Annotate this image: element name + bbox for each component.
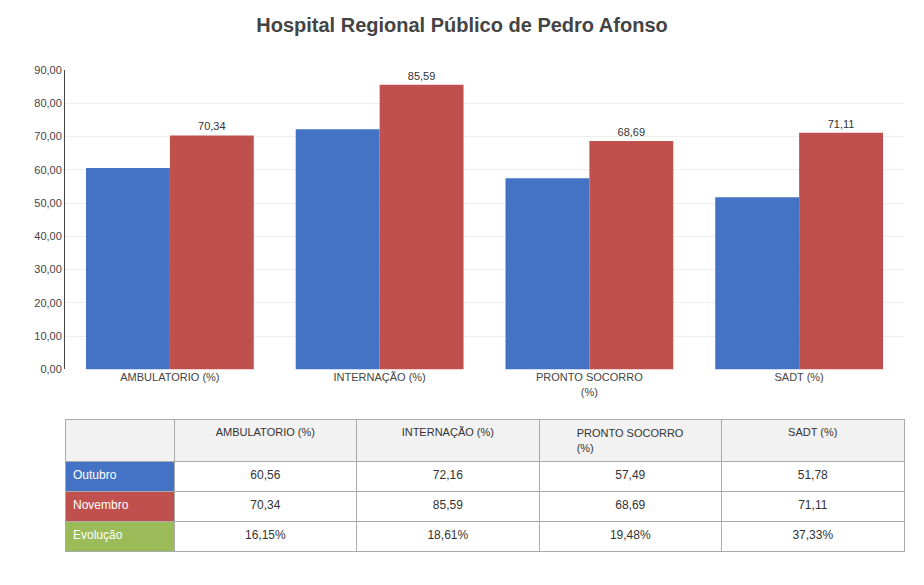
svg-text:60,56: 60,56	[250, 468, 280, 482]
svg-text:30,00: 30,00	[34, 263, 62, 275]
svg-text:68,69: 68,69	[615, 498, 645, 512]
svg-text:Hospital Regional Público de P: Hospital Regional Público de Pedro Afons…	[256, 14, 668, 36]
svg-text:AMBULATORIO (%): AMBULATORIO (%)	[120, 371, 219, 383]
svg-text:85,59: 85,59	[433, 498, 463, 512]
svg-text:71,11: 71,11	[828, 118, 855, 130]
svg-text:18,61%: 18,61%	[427, 528, 468, 542]
svg-text:PRONTO SOCORRO(%): PRONTO SOCORRO(%)	[577, 427, 684, 453]
svg-text:Novembro: Novembro	[73, 498, 129, 512]
svg-text:68,69: 68,69	[618, 126, 646, 138]
svg-text:51,78: 51,78	[798, 468, 828, 482]
svg-text:SADT (%): SADT (%)	[774, 371, 823, 383]
svg-text:70,34: 70,34	[250, 498, 280, 512]
svg-text:72,16: 72,16	[433, 468, 463, 482]
svg-text:AMBULATORIO (%): AMBULATORIO (%)	[216, 426, 315, 438]
svg-text:80,00: 80,00	[34, 97, 62, 109]
svg-text:16,15%: 16,15%	[245, 528, 286, 542]
svg-text:20,00: 20,00	[34, 297, 62, 309]
svg-text:40,00: 40,00	[34, 230, 62, 242]
svg-text:Evolução: Evolução	[73, 528, 123, 542]
svg-text:85,59: 85,59	[408, 70, 436, 82]
svg-text:0,00: 0,00	[40, 363, 61, 375]
svg-text:Outubro: Outubro	[73, 468, 117, 482]
svg-text:60,00: 60,00	[34, 164, 62, 176]
svg-text:37,33%: 37,33%	[792, 528, 833, 542]
svg-text:PRONTO SOCORRO(%): PRONTO SOCORRO(%)	[536, 371, 643, 397]
svg-text:INTERNAÇÃO (%): INTERNAÇÃO (%)	[402, 426, 494, 438]
svg-text:90,00: 90,00	[34, 64, 62, 76]
svg-text:50,00: 50,00	[34, 197, 62, 209]
svg-text:INTERNAÇÃO (%): INTERNAÇÃO (%)	[333, 371, 425, 383]
svg-text:10,00: 10,00	[34, 330, 62, 342]
svg-text:57,49: 57,49	[615, 468, 645, 482]
svg-text:19,48%: 19,48%	[610, 528, 651, 542]
svg-text:71,11: 71,11	[798, 498, 827, 512]
svg-text:70,34: 70,34	[198, 120, 226, 132]
svg-text:70,00: 70,00	[34, 130, 62, 142]
svg-text:SADT (%): SADT (%)	[788, 426, 837, 438]
